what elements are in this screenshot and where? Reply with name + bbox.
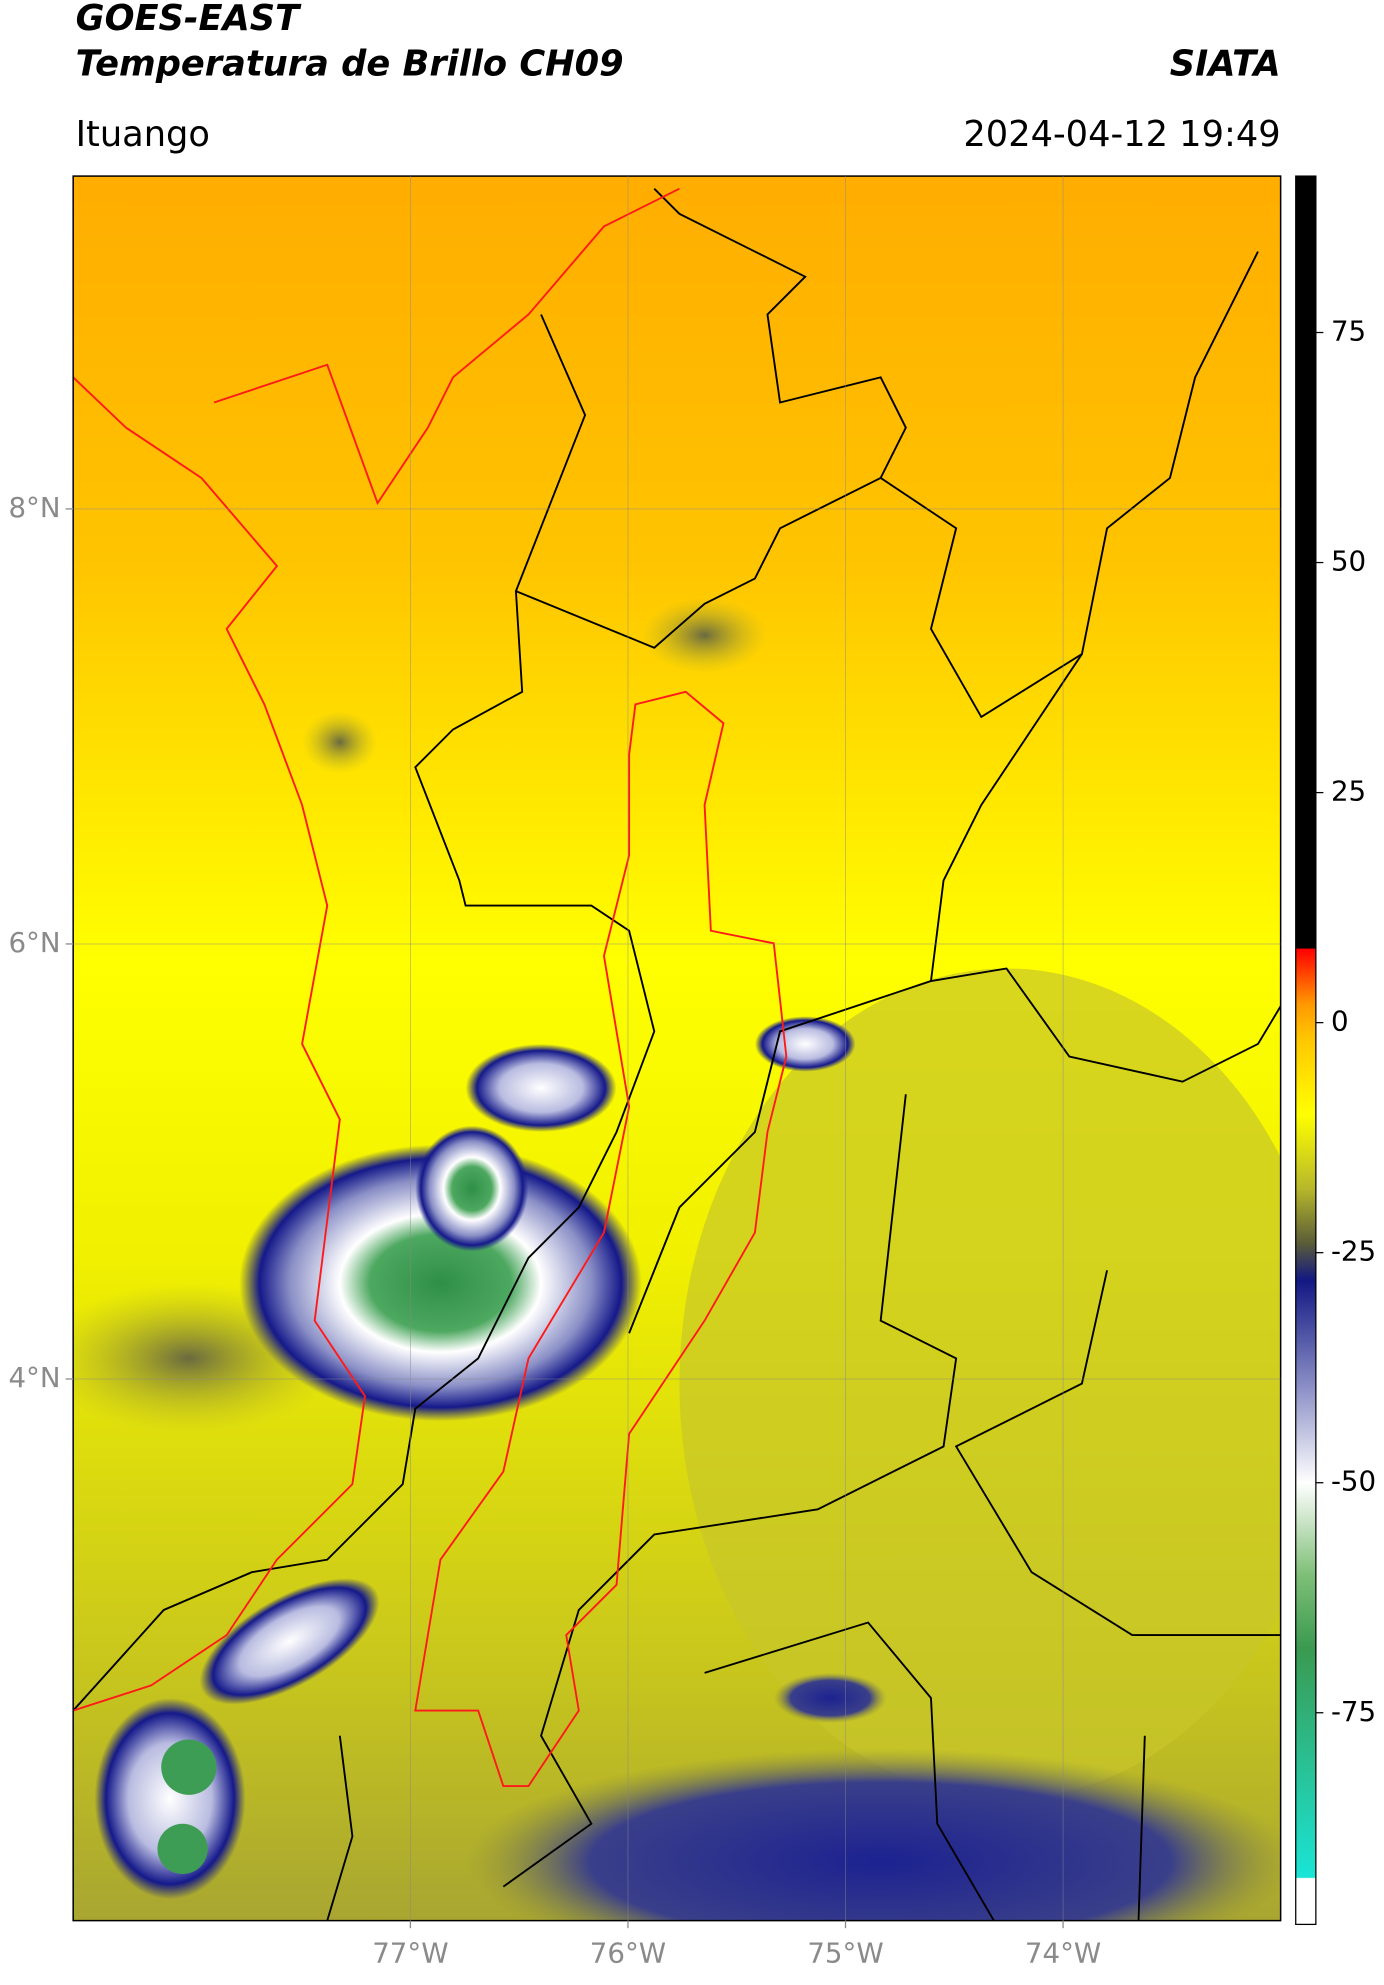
y-tick-label: 4°N [8,1361,60,1394]
colorbar-tick-label: 75 [1331,315,1366,348]
storm-core [161,1739,217,1795]
border [628,653,1083,1334]
storm [199,1578,380,1705]
boundaries [73,187,1281,1921]
storm [754,1016,856,1072]
coastline-and-basin [73,187,788,1787]
cloud-field [679,968,1281,1799]
storm [465,1043,617,1132]
basin-outline [414,690,788,1787]
border [954,1270,1281,1637]
colorbar-tick-label: -50 [1331,1465,1376,1498]
colorbar-tick-label: -25 [1331,1235,1376,1268]
y-tick-label: 6°N [8,926,60,959]
border [73,314,656,1712]
storm [239,1144,642,1422]
map-frame [72,175,1282,1922]
cloud [465,1748,1281,1921]
border [515,187,907,649]
cloud [641,597,768,673]
x-tick-label: 74°W [1025,1937,1101,1970]
x-tick-label: 75°W [807,1937,883,1970]
storm [415,1125,529,1252]
cloud [773,1672,887,1724]
brand: SIATA [1170,43,1281,84]
colorbar-tick-label: 25 [1331,775,1366,808]
storm-core [157,1823,208,1875]
title: GOES-EAST [76,0,302,39]
coastline [213,187,680,506]
datetime: 2024-04-12 19:49 [963,114,1280,155]
border [326,1621,1146,1921]
colorbar [1295,175,1317,1926]
border [502,1094,958,1888]
location: Ituango [76,114,210,155]
cloud [302,710,378,774]
colorbar-tick-label: 50 [1331,545,1366,578]
y-tick-label: 8°N [8,491,60,524]
subtitle: Temperatura de Brillo CH09 [76,43,624,84]
colorbar-tick-label: -75 [1331,1695,1376,1728]
x-tick-label: 77°W [372,1937,448,1970]
border [930,967,1281,1083]
x-tick-label: 76°W [590,1937,666,1970]
colorbar-tick-label: 0 [1331,1005,1349,1038]
coastline [73,376,366,1712]
map [73,176,1281,1921]
